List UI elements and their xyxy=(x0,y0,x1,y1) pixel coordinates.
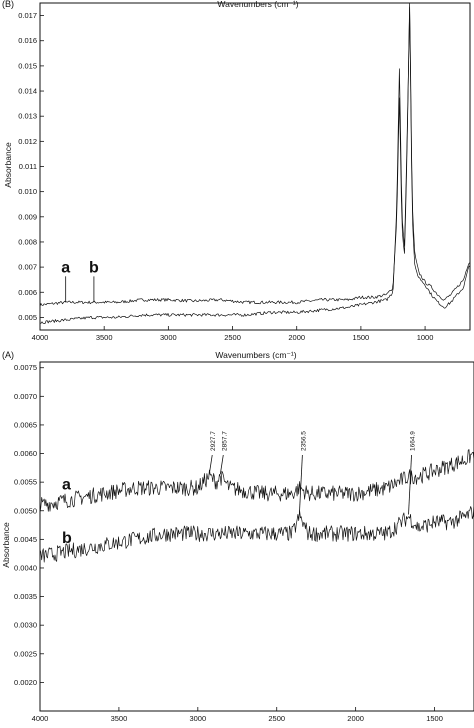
panel-b-chart: (B) Wavenumbers (cm⁻¹) Absorbance 4000 35… xyxy=(2,0,471,342)
panela-y-tick-label: 0.0030 xyxy=(14,621,37,630)
panel-a-plot-frame xyxy=(39,361,474,712)
panela-y-tick-label: 0.0045 xyxy=(14,535,37,544)
panela-x-tick-label: 1500 xyxy=(426,714,443,723)
panel-b-label: (B) xyxy=(2,0,14,9)
panela-x-tick-label: 2000 xyxy=(347,714,364,723)
peak-label: 2356.5 xyxy=(300,431,307,451)
panelb-y-tick-label: 0.017 xyxy=(18,11,37,20)
panela-y-tick-label: 0.0075 xyxy=(14,363,37,372)
panelb-y-tick-label: 0.016 xyxy=(18,36,37,45)
panel-b-y-axis-title: Absorbance xyxy=(3,142,13,188)
panelb-y-tick-label: 0.012 xyxy=(18,137,37,146)
panela-y-tick-label: 0.0035 xyxy=(14,592,37,601)
panelb-y-tick-label: 0.011 xyxy=(19,162,37,171)
panelb-y-tick-label: 0.008 xyxy=(18,237,37,246)
peak-marker-line xyxy=(408,454,412,515)
peak-marker-line xyxy=(219,454,224,475)
panelb-y-tick-label: 0.014 xyxy=(18,87,37,96)
series-b-line xyxy=(39,7,471,324)
panelb-y-tick-label: 0.009 xyxy=(18,212,37,221)
series-tag-a: a xyxy=(62,477,71,494)
panel-b-x-axis-title: Wavenumbers (cm⁻¹) xyxy=(217,0,298,9)
panela-y-tick-label: 0.0025 xyxy=(14,649,37,658)
panela-x-tick-label: 3000 xyxy=(189,714,206,723)
panela-y-tick-label: 0.0050 xyxy=(14,506,37,515)
panel-b-plot-frame xyxy=(39,2,471,331)
peak-marker-line xyxy=(298,454,303,515)
panelb-x-tick-label: 1500 xyxy=(353,333,370,342)
panela-y-tick-label: 0.0065 xyxy=(14,420,37,429)
panela-y-tick-label: 0.0040 xyxy=(14,563,37,572)
panelb-x-tick-label: 4000 xyxy=(32,333,49,342)
panela-y-tick-label: 0.0020 xyxy=(14,678,37,687)
panelb-y-tick-label: 0.007 xyxy=(18,263,37,272)
peak-marker-line xyxy=(208,454,213,475)
series-tag-b: b xyxy=(62,530,72,547)
panel-a-chart: (A) Wavenumbers (cm⁻¹) Absorbance 4000 35… xyxy=(1,350,474,723)
panelb-x-tick-label: 1000 xyxy=(417,333,434,342)
series-a-line xyxy=(39,2,471,307)
panelb-y-tick-label: 0.015 xyxy=(18,61,37,70)
panelb-x-tick-label: 2000 xyxy=(288,333,305,342)
panelb-x-tick-label: 3000 xyxy=(160,333,177,342)
series-b-line xyxy=(39,504,474,563)
peak-label: 2857.7 xyxy=(221,431,228,451)
panela-x-tick-label: 4000 xyxy=(32,714,49,723)
panela-y-tick-label: 0.0070 xyxy=(14,392,37,401)
panelb-y-tick-label: 0.005 xyxy=(18,313,37,322)
panela-y-tick-label: 0.0060 xyxy=(14,449,37,458)
panel-a-y-axis-title: Absorbance xyxy=(1,522,11,568)
panel-a-label: (A) xyxy=(2,350,14,360)
panela-y-tick-label: 0.0055 xyxy=(14,478,37,487)
panela-x-tick-label: 3500 xyxy=(111,714,128,723)
series-tag-b: b xyxy=(89,259,99,276)
series-tag-a: a xyxy=(61,259,70,276)
panelb-x-tick-label: 2500 xyxy=(224,333,241,342)
peak-label: 2927.7 xyxy=(210,431,217,451)
panelb-y-tick-label: 0.013 xyxy=(18,112,37,121)
panelb-x-tick-label: 3500 xyxy=(96,333,113,342)
panelb-y-tick-label: 0.010 xyxy=(18,187,37,196)
series-a-line xyxy=(39,449,474,514)
panela-x-tick-label: 2500 xyxy=(268,714,285,723)
panelb-y-tick-label: 0.006 xyxy=(18,288,37,297)
panel-a-x-axis-title: Wavenumbers (cm⁻¹) xyxy=(215,350,296,360)
peak-label: 1664.9 xyxy=(410,431,417,451)
